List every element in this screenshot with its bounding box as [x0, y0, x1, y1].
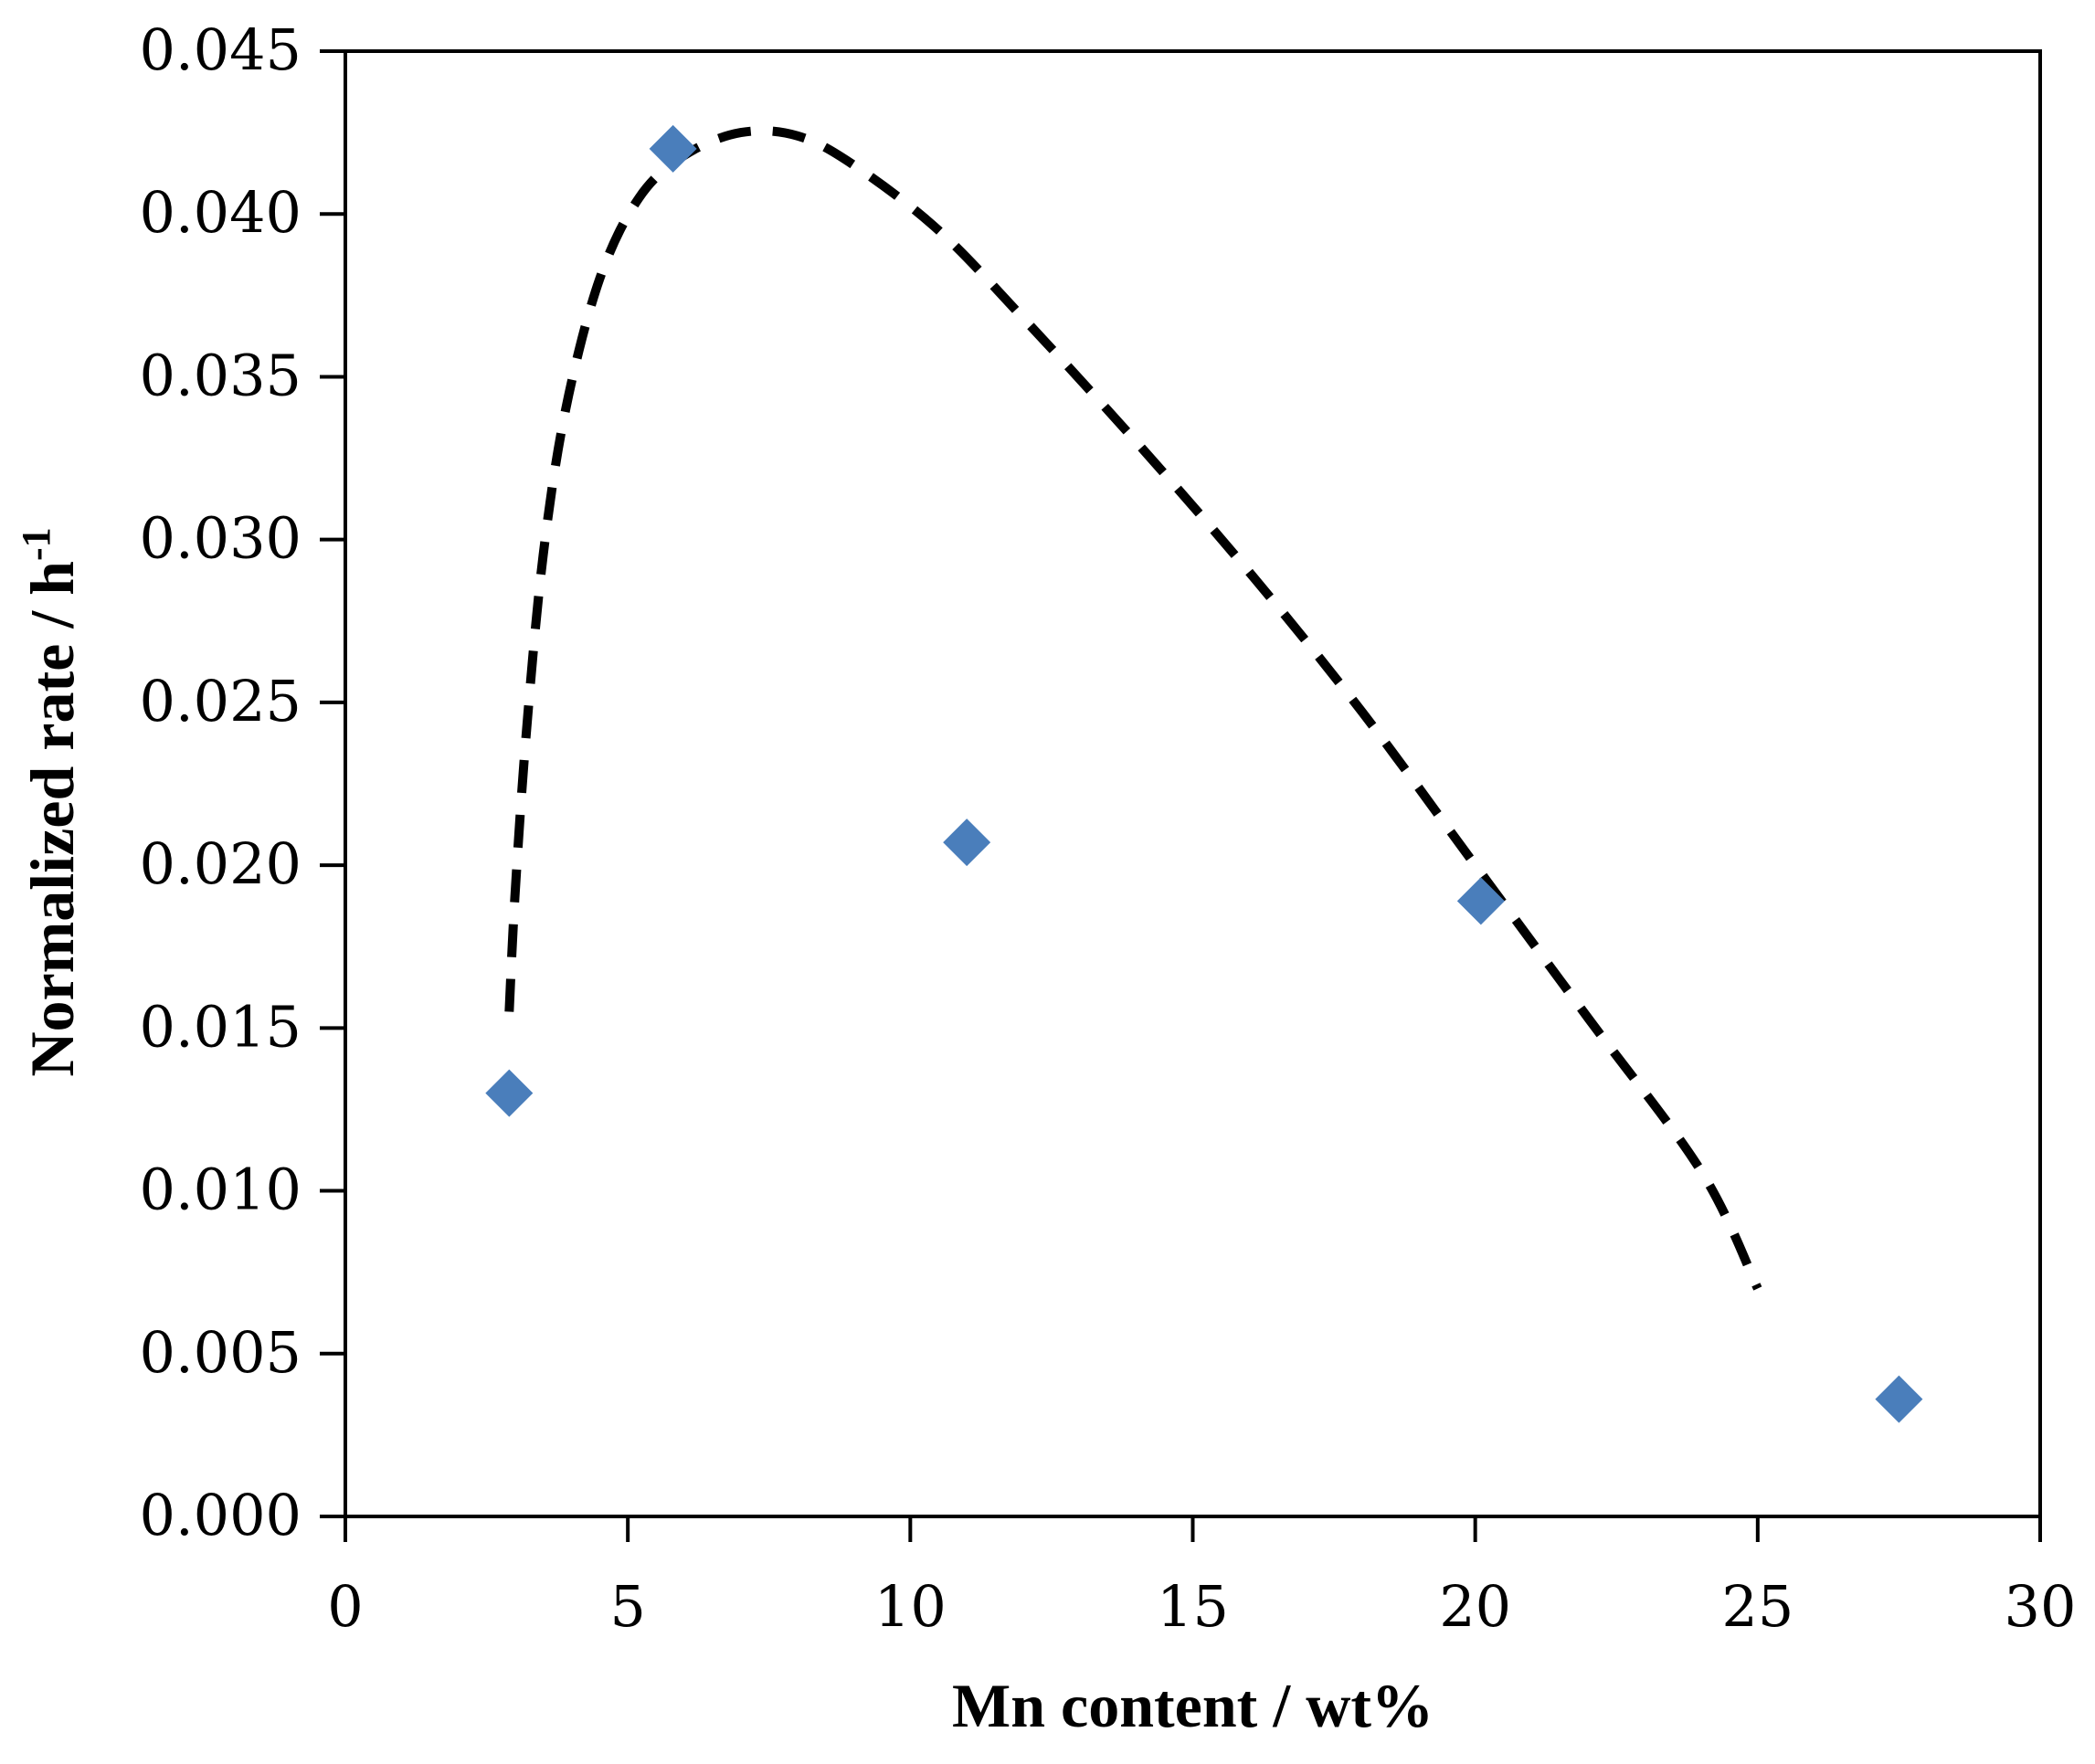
x-tick-label: 10: [874, 1573, 947, 1640]
y-tick-label: 0.010: [140, 1157, 302, 1223]
x-axis-title: Mn content / wt%: [952, 1671, 1434, 1740]
x-tick-label: 20: [1439, 1573, 1511, 1640]
x-axis: 0 5 10 15 20 25 30: [327, 1516, 2076, 1640]
trend-line: [504, 126, 1762, 1291]
data-point: [1875, 1375, 1923, 1423]
x-tick-label: 15: [1157, 1573, 1229, 1640]
x-tick-label: 25: [1721, 1573, 1793, 1640]
plot-border: [344, 49, 2042, 1518]
data-point: [1456, 877, 1505, 925]
y-tick-label: 0.035: [140, 342, 302, 408]
y-axis-title: Normalized rate / h-1: [14, 527, 87, 1076]
data-point: [485, 1069, 534, 1117]
data-point: [943, 819, 991, 867]
trend-line-layer: [504, 126, 1762, 1291]
y-axis: 0.000 0.005 0.010 0.015 0.020 0.025 0.030 0.035…: [140, 16, 345, 1548]
y-axis-title-main: Normalized rate / h: [17, 561, 87, 1077]
y-tick-label: 0.040: [140, 179, 302, 246]
data-point: [649, 124, 697, 173]
x-tick-label: 30: [2005, 1573, 2077, 1640]
y-tick-label: 0.020: [140, 830, 302, 897]
y-axis-title-superscript: -1: [14, 527, 58, 561]
y-tick-label: 0.045: [140, 16, 302, 83]
data-points-layer: [485, 124, 1923, 1423]
plot-frame: [344, 49, 2042, 1518]
y-tick-label: 0.005: [140, 1319, 302, 1386]
y-tick-label: 0.030: [140, 505, 302, 572]
x-tick-label: 5: [609, 1573, 645, 1640]
y-tick-label: 0.025: [140, 668, 302, 734]
x-tick-label: 0: [327, 1573, 363, 1640]
y-tick-label: 0.015: [140, 993, 302, 1060]
y-tick-label: 0.000: [140, 1482, 302, 1548]
